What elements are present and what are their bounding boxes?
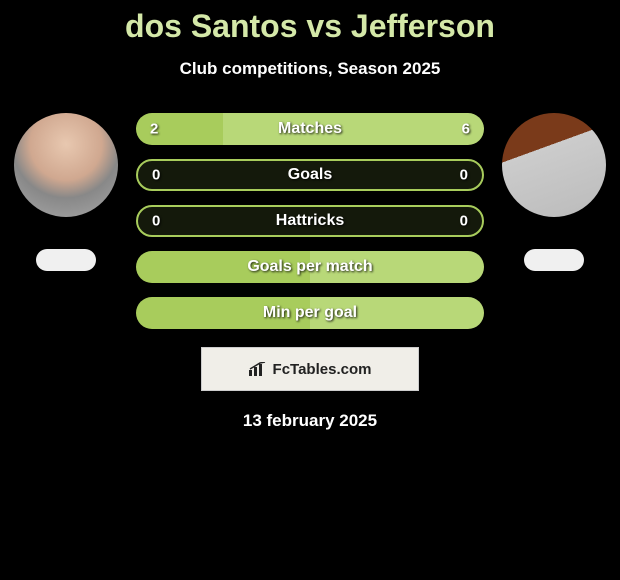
subtitle: Club competitions, Season 2025 bbox=[0, 59, 620, 79]
stat-bars: 2 Matches 6 0 Goals 0 0 Hattricks 0 Goal… bbox=[136, 113, 484, 329]
player-right-flag bbox=[524, 249, 584, 271]
stat-label: Goals per match bbox=[247, 258, 372, 276]
stat-bar-hattricks: 0 Hattricks 0 bbox=[136, 205, 484, 237]
stat-bar-matches: 2 Matches 6 bbox=[136, 113, 484, 145]
player-left-flag bbox=[36, 249, 96, 271]
page-title: dos Santos vs Jefferson bbox=[0, 8, 620, 45]
date-text: 13 february 2025 bbox=[0, 411, 620, 431]
stat-label: Goals bbox=[288, 166, 332, 184]
watermark: FcTables.com bbox=[201, 347, 419, 391]
stat-label: Min per goal bbox=[263, 304, 357, 322]
stat-label: Hattricks bbox=[276, 212, 344, 230]
watermark-text: FcTables.com bbox=[273, 361, 372, 378]
player-right-avatar bbox=[502, 113, 606, 217]
stat-bar-min-per-goal: Min per goal bbox=[136, 297, 484, 329]
stat-right-value: 0 bbox=[460, 213, 468, 230]
stat-left-value: 0 bbox=[152, 213, 160, 230]
bar-right-fill bbox=[223, 113, 484, 145]
stat-bar-goals: 0 Goals 0 bbox=[136, 159, 484, 191]
player-left-avatar bbox=[14, 113, 118, 217]
stat-bar-goals-per-match: Goals per match bbox=[136, 251, 484, 283]
stat-right-value: 6 bbox=[462, 121, 470, 138]
comparison-row: 2 Matches 6 0 Goals 0 0 Hattricks 0 Goal… bbox=[0, 113, 620, 329]
stat-right-value: 0 bbox=[460, 167, 468, 184]
stat-left-value: 2 bbox=[150, 121, 158, 138]
player-right-column bbox=[502, 113, 606, 271]
chart-icon bbox=[249, 362, 267, 376]
root: dos Santos vs Jefferson Club competition… bbox=[0, 0, 620, 431]
player-left-column bbox=[14, 113, 118, 271]
stat-label: Matches bbox=[278, 120, 342, 138]
stat-left-value: 0 bbox=[152, 167, 160, 184]
